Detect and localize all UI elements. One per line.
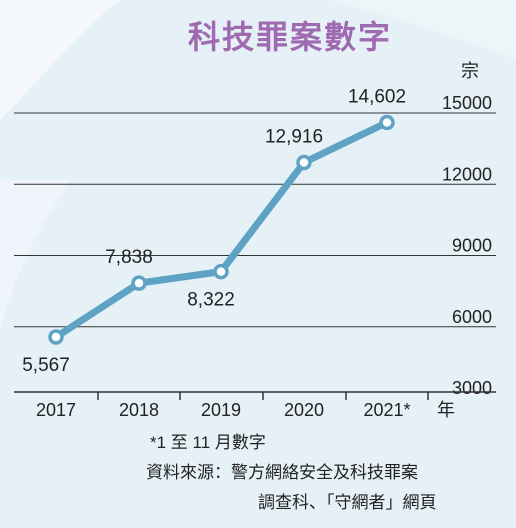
data-point	[296, 154, 312, 171]
data-point	[48, 329, 64, 345]
decor-curve-top	[0, 0, 120, 120]
data-labels: 5,567 7,838 8,322 12,916 14,602	[22, 86, 406, 376]
source-line-2: 調查科、「守網者」網頁	[258, 493, 437, 512]
x-unit-label: 年	[437, 400, 455, 420]
x-tick-label: 2019	[201, 400, 241, 420]
data-label: 14,602	[348, 86, 406, 107]
gridlines	[14, 112, 496, 328]
data-point	[131, 275, 147, 291]
data-label: 8,322	[187, 290, 235, 311]
footnote: *1 至 11 月數字	[150, 433, 266, 452]
data-point	[379, 114, 395, 131]
data-point	[213, 263, 229, 280]
source-line-1: 資料來源：警方網絡安全及科技罪案	[146, 463, 418, 482]
decor-curve-right	[330, 0, 516, 60]
y-tick-label: 3000	[452, 378, 492, 398]
data-label: 5,567	[22, 355, 70, 376]
y-tick-labels: 3000 6000 9000 12000 15000	[442, 93, 492, 398]
chart-title: 科技罪案數字	[188, 19, 392, 55]
y-tick-label: 15000	[442, 93, 492, 113]
data-points	[48, 114, 395, 345]
decor-curve-left	[0, 180, 70, 330]
x-tick-label: 2017	[36, 400, 76, 420]
y-unit-label: 宗	[461, 61, 479, 81]
x-tick-label: 2021*	[363, 400, 410, 420]
data-label: 7,838	[105, 247, 153, 268]
y-tick-label: 9000	[452, 236, 492, 256]
y-tick-label: 6000	[452, 307, 492, 327]
x-tick-marks-and-labels: 2017 2018 2019 2020 2021*	[36, 392, 429, 420]
y-tick-label: 12000	[442, 164, 492, 184]
x-tick-label: 2018	[119, 400, 159, 420]
x-tick-label: 2020	[284, 400, 324, 420]
data-label: 12,916	[265, 126, 323, 147]
